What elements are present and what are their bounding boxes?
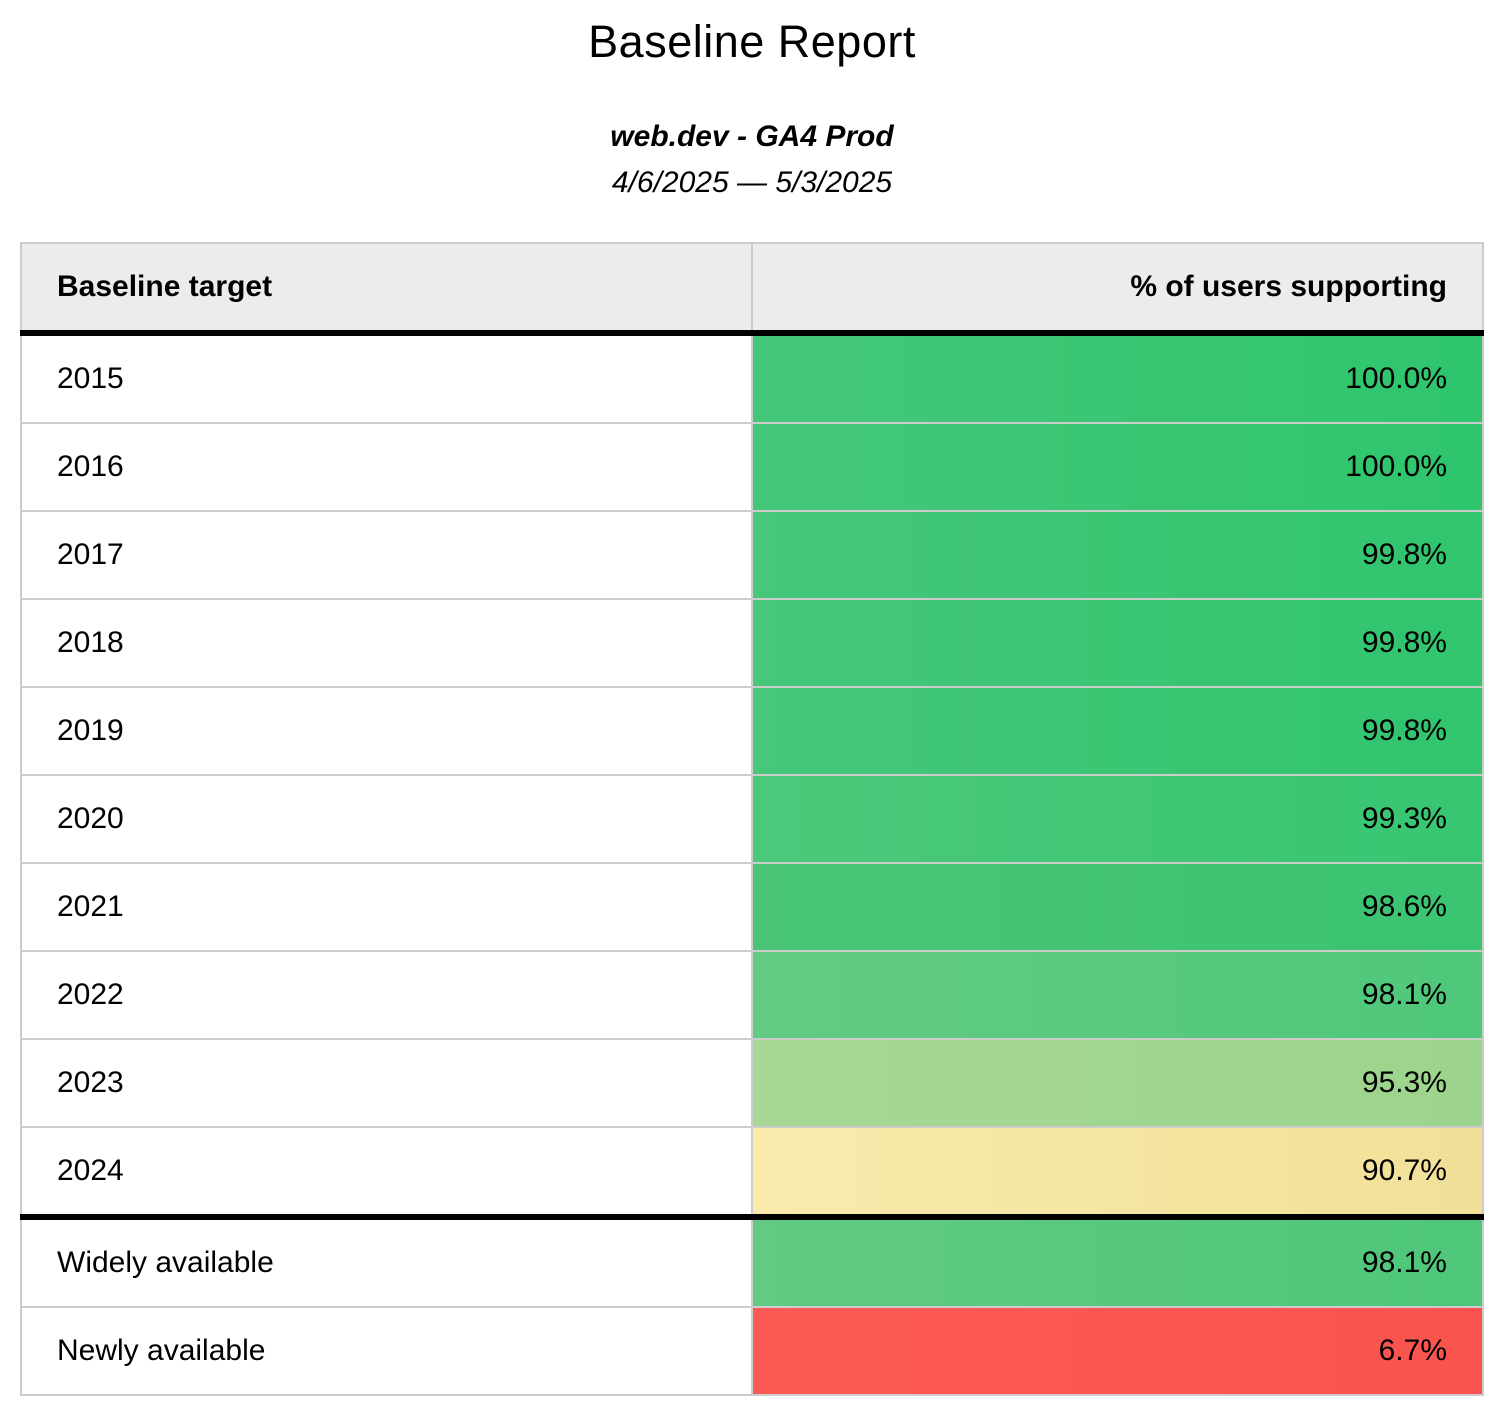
table-row: Widely available 98.1% <box>20 1214 1484 1308</box>
column-header-users-supporting: % of users supporting <box>751 242 1484 336</box>
target-cell: 2015 <box>20 332 753 424</box>
value-cell: 99.8% <box>751 686 1484 776</box>
value-cell: 99.3% <box>751 774 1484 864</box>
table-row: 2024 90.7% <box>20 1126 1484 1218</box>
table-body: 2015 100.0% 2016 100.0% 2017 99.8% 2018 … <box>20 332 1484 1396</box>
value-cell: 6.7% <box>751 1306 1484 1396</box>
table-row: 2015 100.0% <box>20 332 1484 424</box>
value-cell: 98.1% <box>751 950 1484 1040</box>
value-cell: 90.7% <box>751 1126 1484 1218</box>
target-cell: 2016 <box>20 422 753 512</box>
table-row: 2019 99.8% <box>20 686 1484 776</box>
target-cell: 2017 <box>20 510 753 600</box>
target-cell: Widely available <box>20 1214 753 1308</box>
table-row: 2016 100.0% <box>20 422 1484 512</box>
target-cell: 2021 <box>20 862 753 952</box>
table-row: Newly available 6.7% <box>20 1306 1484 1396</box>
value-cell: 100.0% <box>751 332 1484 424</box>
table-row: 2021 98.6% <box>20 862 1484 952</box>
target-cell: 2022 <box>20 950 753 1040</box>
value-cell: 95.3% <box>751 1038 1484 1128</box>
baseline-table: Baseline target % of users supporting 20… <box>20 242 1484 1396</box>
page-title: Baseline Report <box>588 16 916 67</box>
target-cell: 2019 <box>20 686 753 776</box>
table-header: Baseline target % of users supporting <box>20 242 1484 336</box>
target-cell: 2024 <box>20 1126 753 1218</box>
target-cell: 2023 <box>20 1038 753 1128</box>
value-cell: 98.6% <box>751 862 1484 952</box>
column-header-baseline-target: Baseline target <box>20 242 753 336</box>
table-row: 2020 99.3% <box>20 774 1484 864</box>
table-row: 2023 95.3% <box>20 1038 1484 1128</box>
table-row: 2022 98.1% <box>20 950 1484 1040</box>
value-cell: 99.8% <box>751 510 1484 600</box>
table-row: 2018 99.8% <box>20 598 1484 688</box>
target-cell: 2018 <box>20 598 753 688</box>
value-cell: 98.1% <box>751 1214 1484 1308</box>
header-row: Baseline target % of users supporting <box>20 242 1484 336</box>
table-row: 2017 99.8% <box>20 510 1484 600</box>
report-subtitle: web.dev - GA4 Prod <box>610 120 894 153</box>
target-cell: 2020 <box>20 774 753 864</box>
target-cell: Newly available <box>20 1306 753 1396</box>
report-header: Baseline Report web.dev - GA4 Prod 4/6/2… <box>0 0 1504 200</box>
value-cell: 99.8% <box>751 598 1484 688</box>
value-cell: 100.0% <box>751 422 1484 512</box>
report-date-range: 4/6/2025 — 5/3/2025 <box>611 166 893 199</box>
